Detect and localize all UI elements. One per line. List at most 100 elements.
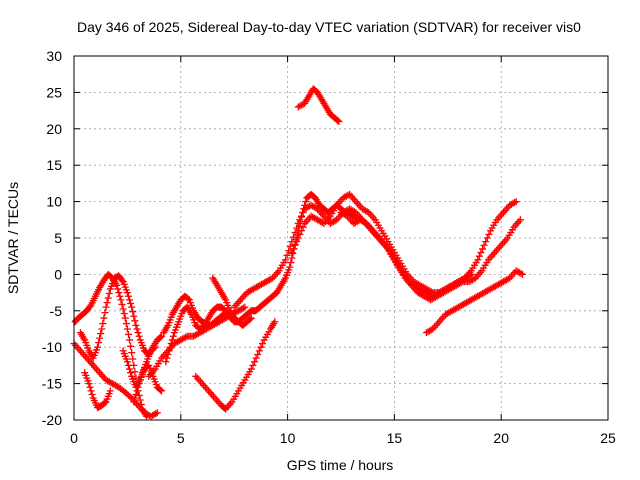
data-point-arc-i [166, 343, 174, 351]
data-point-arc-d [88, 391, 96, 399]
data-point-arc-m [475, 252, 483, 260]
data-point-arc-f [151, 343, 159, 351]
x-tick-label: 25 [600, 430, 616, 446]
data-point-arc-l [281, 256, 289, 264]
y-tick-label: 25 [46, 84, 62, 100]
data-point-arc-m [477, 249, 485, 257]
data-point-arc-m [296, 230, 304, 238]
axis-ticks: 0 5 10 15 20 25 -20 -15 -10 -5 0 5 10 15 20 25 30 [42, 48, 616, 446]
data-point-arc-m [479, 245, 487, 253]
data-point-arc-a [113, 281, 121, 289]
x-tick-label: 0 [70, 430, 78, 446]
data-point-arc-a [129, 355, 137, 363]
x-axis-label: GPS time / hours [287, 457, 394, 473]
data-point-arc-k [246, 315, 254, 323]
data-point-arc-g [241, 303, 249, 311]
data-point-arc-a [126, 336, 134, 344]
data-point-arc-c [128, 303, 136, 311]
data-point-arc-c [95, 339, 103, 347]
data-point-arc-m [511, 199, 519, 207]
data-point-arc-o [516, 216, 524, 224]
data-point-arc-b [152, 410, 160, 418]
data-point-arc-i [163, 354, 171, 362]
data-point-arc-p [519, 270, 527, 278]
x-tick-label: 15 [387, 430, 403, 446]
y-tick-label: 5 [54, 230, 62, 246]
y-tick-label: 0 [54, 266, 62, 282]
data-point-arc-h [218, 311, 226, 319]
data-point-arc-f [137, 372, 145, 380]
data-point-arc-g [239, 304, 247, 312]
data-point-arc-a [118, 300, 126, 308]
data-point-arc-j [252, 354, 260, 362]
data-point-arc-m [288, 249, 296, 257]
data-point-arc-l [296, 216, 304, 224]
data-point-arc-n [335, 118, 343, 126]
data-point-arc-e [123, 358, 131, 366]
data-point-arc-m [427, 288, 435, 296]
data-point-arc-l [293, 224, 301, 232]
data-point-arc-m [294, 234, 302, 242]
data-point-arc-i [164, 350, 172, 358]
data-point-arc-i [162, 358, 170, 366]
data-point-arc-f [133, 387, 141, 395]
data-point-arc-m [318, 219, 326, 227]
data-point-arc-d [86, 383, 94, 391]
data-point-arc-f [134, 383, 142, 391]
data-point-arc-b [153, 409, 161, 417]
data-point-arc-c [134, 329, 142, 337]
data-point-arc-i [167, 340, 175, 348]
y-tick-label: -20 [42, 412, 62, 428]
data-point-arc-j [254, 350, 262, 358]
data-point-arc-d [106, 387, 114, 395]
data-point-arc-d [87, 387, 95, 395]
data-point-arc-l [291, 229, 299, 237]
x-tick-label: 10 [280, 430, 296, 446]
data-point-arc-c [104, 294, 112, 302]
data-point-arc-h [184, 295, 192, 303]
data-point-arc-a [132, 374, 140, 382]
data-point-arc-e [158, 387, 166, 395]
data-point-arc-m [483, 234, 491, 242]
y-tick-label: -10 [42, 339, 62, 355]
data-point-arc-a [123, 325, 131, 333]
data-point-arc-c [118, 276, 126, 284]
y-tick-label: -5 [50, 303, 63, 319]
data-point-arc-k [247, 314, 255, 322]
data-point-arc-e [127, 369, 135, 377]
x-tick-label: 5 [177, 430, 185, 446]
data-point-arc-f [135, 380, 143, 388]
data-point-arc-e [157, 386, 165, 394]
data-point-arc-e [124, 361, 132, 369]
data-point-arc-i [302, 198, 310, 206]
data-point-arc-m [344, 191, 352, 199]
data-point-arc-f [131, 394, 139, 402]
data-point-arc-j [259, 340, 267, 348]
data-point-arc-c [157, 333, 165, 341]
data-point-arc-l [297, 212, 305, 220]
data-point-arc-c [101, 309, 109, 317]
data-point-arc-c [99, 320, 107, 328]
data-point-arc-i [168, 336, 176, 344]
data-point-arc-c [96, 334, 104, 342]
data-point-arc-f [130, 398, 138, 406]
data-point-arc-f [136, 376, 144, 384]
data-point-arc-m [512, 198, 520, 206]
data-point-arc-c [127, 300, 135, 308]
data-point-arc-a [114, 285, 122, 293]
data-point-arc-i [165, 347, 173, 355]
data-point-arc-c [132, 321, 140, 329]
data-point-arc-c [123, 289, 131, 297]
data-point-arc-c [133, 325, 141, 333]
data-point-arc-m [482, 238, 490, 246]
data-point-arc-c [158, 332, 166, 340]
data-point-arc-a [121, 314, 129, 322]
data-point-arc-j [249, 361, 257, 369]
data-point-arc-c [126, 296, 134, 304]
data-point-arc-o [457, 279, 465, 287]
data-point-arc-c [130, 312, 138, 320]
x-tick-label: 20 [493, 430, 509, 446]
data-point-arc-m [485, 230, 493, 238]
data-point-arc-c [135, 332, 143, 340]
plot-frame [73, 55, 609, 421]
